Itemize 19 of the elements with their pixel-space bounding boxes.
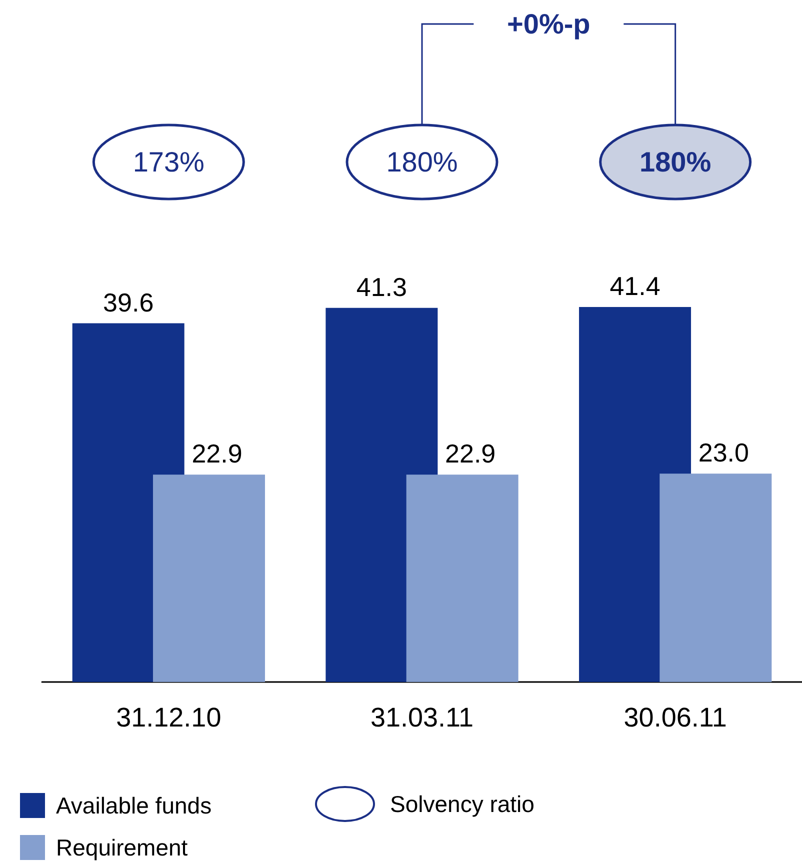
bar	[152, 474, 265, 682]
data-label: 22.9	[192, 438, 242, 469]
data-label: 41.4	[610, 271, 660, 301]
x-tick-label: 31.12.10	[116, 702, 222, 732]
data-label: 23.0	[698, 438, 749, 468]
data-label: 41.3	[356, 272, 407, 302]
x-tick-label: 31.03.11	[370, 702, 474, 732]
legend-label: Available funds	[56, 792, 212, 818]
legend-label: Requirement	[56, 834, 188, 860]
text: 180%	[386, 146, 458, 178]
data-label: 22.9	[445, 438, 496, 469]
bar	[660, 474, 772, 682]
text: 180%	[640, 146, 712, 178]
text: Solvency ratio	[390, 791, 534, 817]
data-label: 39.6	[103, 287, 154, 318]
x-tick-label: 30.06.11	[624, 702, 727, 732]
text: +0%-p	[507, 8, 590, 40]
bar	[406, 474, 518, 682]
text: 173%	[132, 146, 204, 178]
